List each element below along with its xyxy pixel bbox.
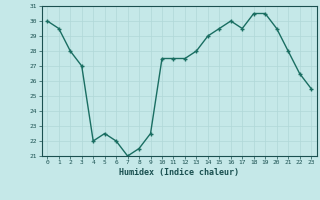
X-axis label: Humidex (Indice chaleur): Humidex (Indice chaleur) xyxy=(119,168,239,177)
